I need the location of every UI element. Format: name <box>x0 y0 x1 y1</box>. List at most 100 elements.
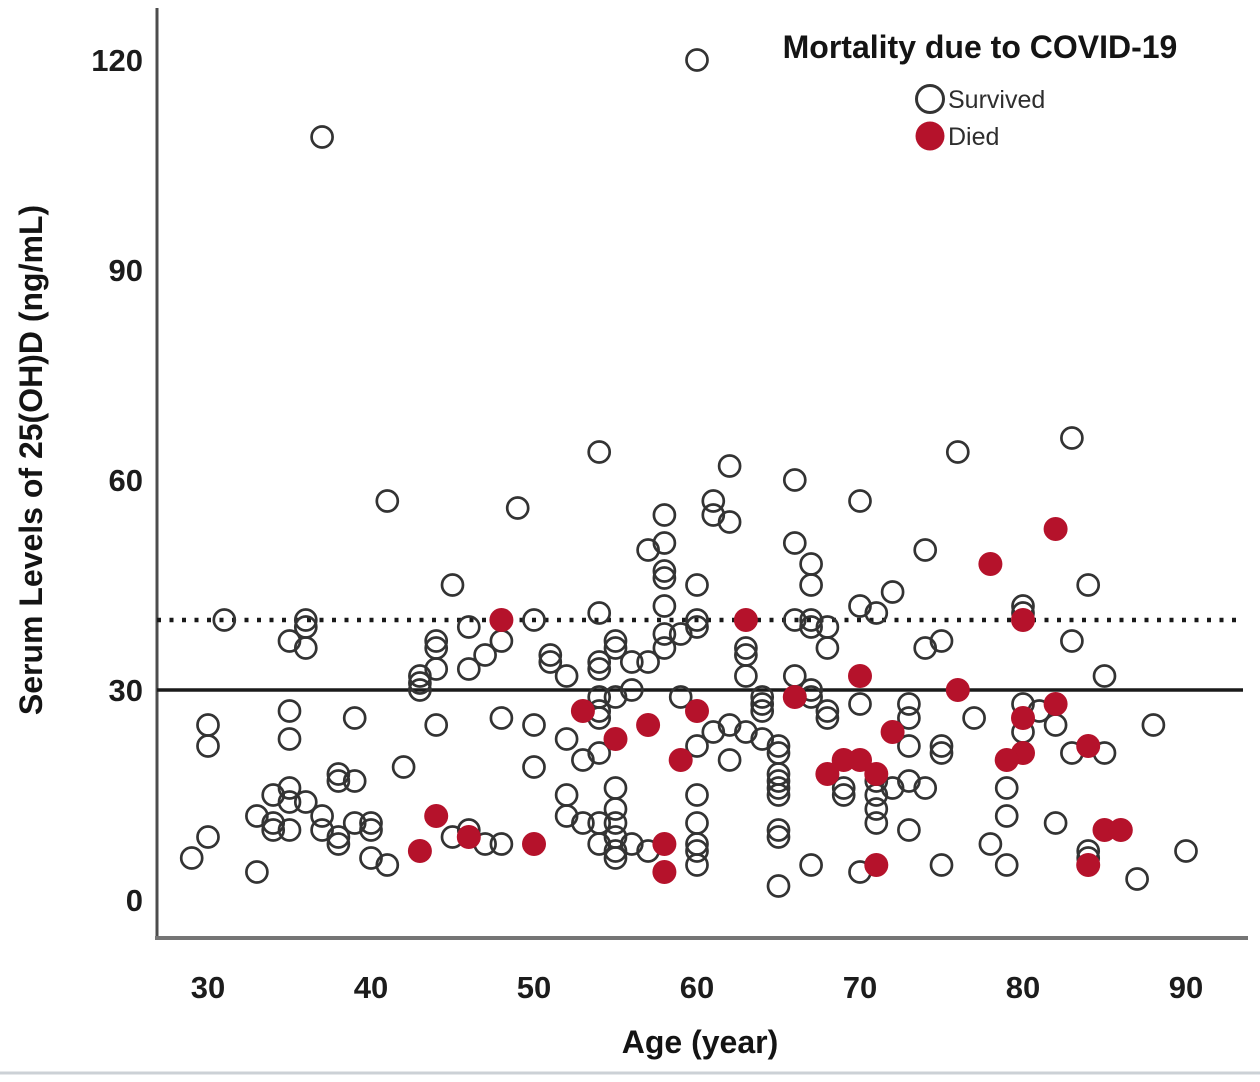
data-point-survived <box>293 636 318 660</box>
data-point-survived <box>750 727 775 751</box>
data-point-survived <box>538 650 563 674</box>
data-point-survived <box>701 503 726 527</box>
data-point-survived <box>652 636 677 660</box>
legend-survived-label: Survived <box>948 86 1045 114</box>
data-point-survived <box>880 580 905 604</box>
data-point-died <box>668 748 693 772</box>
data-point-survived <box>424 657 449 681</box>
legend-survived-marker-icon <box>915 84 945 114</box>
data-point-survived <box>359 846 383 870</box>
data-point-survived <box>994 776 1019 800</box>
data-point-survived <box>619 678 644 702</box>
data-point-survived <box>897 734 921 758</box>
data-point-survived <box>782 608 807 632</box>
data-point-survived <box>685 48 709 72</box>
data-point-survived <box>538 643 563 667</box>
data-point-survived <box>1141 713 1166 737</box>
data-point-died <box>489 608 514 632</box>
data-point-survived <box>734 720 758 744</box>
data-point-survived <box>261 818 286 842</box>
data-point-survived <box>603 629 628 653</box>
data-point-survived <box>277 699 302 723</box>
data-point-died <box>652 860 677 884</box>
data-point-survived <box>782 531 807 555</box>
data-point-survived <box>245 860 269 884</box>
data-point-survived <box>1060 629 1084 653</box>
data-point-survived <box>456 657 481 681</box>
x-tick-80: 80 <box>1006 970 1040 1005</box>
data-point-survived <box>554 804 579 828</box>
data-point-survived <box>652 622 677 646</box>
data-point-survived <box>293 608 318 632</box>
data-point-survived <box>1043 811 1068 835</box>
data-point-survived <box>815 699 840 723</box>
data-point-survived <box>489 832 514 856</box>
data-point-survived <box>554 664 579 688</box>
data-point-survived <box>962 706 986 730</box>
data-point-survived <box>848 594 872 618</box>
data-point-survived <box>799 573 823 597</box>
y-tick-0: 0 <box>126 883 143 918</box>
data-point-survived <box>668 685 693 709</box>
data-point-survived <box>685 839 709 863</box>
data-point-survived <box>734 636 758 660</box>
y-tick-labels: 0 30 60 90 120 <box>91 43 143 918</box>
data-point-survived <box>342 706 367 730</box>
data-point-survived <box>571 748 595 772</box>
data-point-survived <box>929 853 954 877</box>
data-point-survived <box>766 769 791 793</box>
data-point-died <box>522 832 546 856</box>
data-point-survived <box>277 790 302 814</box>
data-point-died <box>1043 517 1068 541</box>
data-point-survived <box>652 559 677 583</box>
data-point-survived <box>1060 426 1084 450</box>
data-point-survived <box>880 776 905 800</box>
data-point-survived <box>750 699 775 723</box>
data-point-survived <box>685 608 709 632</box>
data-point-survived <box>766 874 791 898</box>
data-point-died <box>782 685 807 709</box>
data-point-died <box>848 664 872 688</box>
survived-points <box>179 48 1198 898</box>
data-point-survived <box>473 643 497 667</box>
data-point-died <box>880 720 905 744</box>
data-point-survived <box>701 489 726 513</box>
data-point-survived <box>261 811 286 835</box>
data-point-survived <box>685 853 709 877</box>
data-point-survived <box>685 615 709 639</box>
data-point-survived <box>342 769 367 793</box>
data-point-survived <box>864 811 889 835</box>
legend-died-label: Died <box>948 123 999 151</box>
data-point-survived <box>522 755 546 779</box>
data-point-survived <box>913 538 938 562</box>
y-tick-120: 120 <box>91 43 143 78</box>
data-point-survived <box>799 608 823 632</box>
data-point-survived <box>750 685 775 709</box>
data-point-survived <box>750 692 775 716</box>
data-point-survived <box>815 706 840 730</box>
data-point-survived <box>1174 839 1198 863</box>
data-point-survived <box>652 503 677 527</box>
data-point-survived <box>929 734 954 758</box>
x-tick-30: 30 <box>191 970 225 1005</box>
data-point-survived <box>424 713 449 737</box>
data-point-died <box>456 825 481 849</box>
data-point-survived <box>196 825 220 849</box>
x-tick-labels: 30 40 50 60 70 80 90 <box>191 970 1203 1005</box>
data-point-survived <box>913 776 938 800</box>
data-point-survived <box>897 706 921 730</box>
data-point-died <box>815 762 840 786</box>
data-point-survived <box>636 538 660 562</box>
data-point-survived <box>652 594 677 618</box>
data-point-survived <box>897 818 921 842</box>
legend-died-marker-icon <box>915 121 945 151</box>
data-point-survived <box>571 811 595 835</box>
data-point-survived <box>522 608 546 632</box>
y-tick-90: 90 <box>109 253 143 288</box>
data-point-survived <box>799 615 823 639</box>
data-point-survived <box>587 650 612 674</box>
data-point-survived <box>587 832 612 856</box>
data-point-survived <box>603 811 628 835</box>
data-point-survived <box>277 727 302 751</box>
